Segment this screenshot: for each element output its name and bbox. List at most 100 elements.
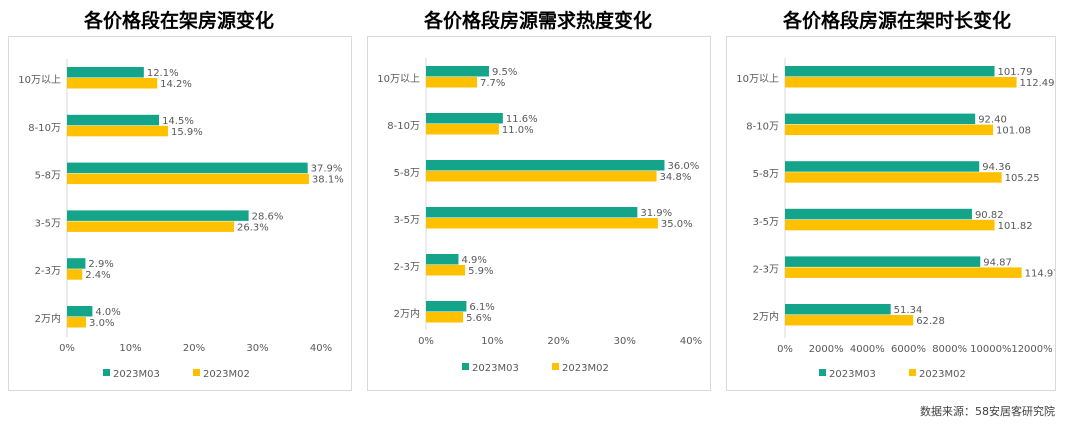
bar-2023m03 — [67, 162, 308, 174]
data-label: 14.2% — [160, 79, 192, 90]
bar-2023m03 — [785, 66, 995, 77]
legend-swatch-2023m03 — [462, 363, 469, 370]
x-tick-label: 8000% — [932, 344, 967, 355]
bar-2023m03 — [426, 301, 467, 312]
category-label: 2-3万 — [394, 262, 420, 273]
data-label: 7.7% — [480, 78, 505, 89]
data-label: 101.82 — [998, 221, 1033, 232]
data-label: 101.08 — [996, 126, 1031, 137]
x-tick-label: 2000% — [809, 344, 844, 355]
data-label: 14.5% — [162, 116, 194, 127]
x-tick-label: 10% — [119, 343, 141, 354]
category-label: 3-5万 — [394, 215, 420, 226]
data-label: 26.3% — [237, 222, 269, 233]
bar-2023m03 — [785, 113, 976, 125]
category-label: 8-10万 — [28, 123, 61, 134]
data-label: 4.0% — [95, 307, 120, 318]
data-label: 37.9% — [311, 164, 343, 175]
x-tick-label: 40% — [680, 336, 702, 347]
legend-swatch-2023m03 — [103, 369, 110, 376]
x-tick-label: 6000% — [891, 344, 926, 355]
category-label: 2万内 — [753, 310, 779, 323]
bar-2023m02 — [785, 124, 994, 136]
data-label: 6.1% — [469, 302, 494, 313]
data-label: 3.0% — [89, 318, 114, 329]
category-label: 3-5万 — [35, 218, 61, 229]
data-label: 31.9% — [640, 208, 672, 219]
data-label: 36.0% — [668, 161, 700, 172]
category-label: 10万以上 — [736, 73, 779, 85]
bar-2023m03 — [785, 256, 981, 267]
bar-2023m03 — [67, 306, 93, 317]
category-label: 10万以上 — [377, 73, 420, 85]
chart-svg-demand: 10万以上 9.5%7.7% 8-10万 11.6%11.0% 5-8万 36.0%34.… — [377, 58, 702, 374]
data-label: 15.9% — [171, 127, 203, 138]
legend-label-2023m02: 2023M02 — [203, 369, 250, 380]
bar-2023m03 — [785, 161, 980, 172]
bar-2023m03 — [426, 207, 638, 218]
bar-2023m02 — [785, 172, 1002, 183]
legend-label-2023m03: 2023M03 — [113, 369, 160, 380]
category-label: 5-8万 — [753, 169, 779, 180]
data-label: 35.0% — [661, 219, 693, 230]
bar-2023m02 — [426, 77, 478, 88]
data-label: 38.1% — [312, 175, 344, 186]
x-tick-label: 12000% — [1011, 344, 1052, 355]
data-label: 94.36 — [982, 162, 1011, 173]
legend-label-2023m03: 2023M03 — [472, 363, 519, 374]
data-label: 9.5% — [492, 67, 517, 78]
category-label: 2-3万 — [753, 264, 779, 275]
chart-title-listings: 各价格段在架房源变化 — [83, 10, 274, 32]
bar-2023m02 — [67, 173, 309, 185]
x-tick-label: 30% — [246, 343, 268, 354]
category-label: 5-8万 — [394, 168, 420, 179]
bar-2023m02 — [67, 221, 235, 232]
bar-2023m03 — [67, 258, 86, 269]
category-label: 2万内 — [35, 312, 61, 325]
legend-label-2023m02: 2023M02 — [919, 369, 966, 380]
data-label: 51.34 — [894, 305, 923, 316]
x-tick-label: 10% — [481, 336, 503, 347]
bar-2023m02 — [426, 265, 466, 276]
legend-swatch-2023m02 — [552, 363, 559, 370]
bar-2023m03 — [785, 208, 972, 220]
data-label: 90.82 — [975, 210, 1004, 221]
category-label: 8-10万 — [746, 122, 779, 133]
data-label: 11.6% — [506, 114, 538, 125]
chart-svg-listings: 10万以上12.1%14.2%8-10万14.5%15.9%5-8万37.9%3… — [18, 59, 344, 380]
data-label: 5.6% — [466, 313, 491, 324]
data-label: 11.0% — [502, 125, 534, 136]
bar-2023m02 — [785, 267, 1022, 278]
x-tick-label: 30% — [614, 336, 636, 347]
bar-2023m03 — [67, 114, 160, 126]
data-label: 28.6% — [252, 211, 284, 222]
category-label: 8-10万 — [387, 121, 420, 132]
data-label: 105.25 — [1005, 173, 1040, 184]
category-label: 3-5万 — [753, 217, 779, 228]
x-tick-label: 0% — [777, 344, 793, 355]
bar-2023m02 — [67, 269, 83, 280]
bar-2023m02 — [426, 171, 657, 182]
bar-2023m02 — [67, 125, 168, 137]
x-tick-label: 0% — [418, 336, 434, 347]
source-note: 数据来源：58安居客研究院 — [920, 405, 1055, 418]
data-label: 12.1% — [147, 68, 179, 79]
bar-2023m02 — [426, 312, 464, 323]
bar-2023m03 — [426, 160, 665, 171]
bar-2023m03 — [426, 113, 503, 124]
data-label: 2.4% — [85, 270, 110, 281]
chart-panel-listings: 10万以上 12.1% 14.2% 8-10万 14.5% 15.9% 5-8万 37.9% 3… — [8, 36, 352, 391]
data-label: 5.9% — [468, 266, 493, 277]
bar-2023m03 — [785, 304, 891, 315]
data-label: 34.8% — [660, 172, 692, 183]
bar-2023m03 — [67, 67, 144, 78]
data-label: 112.49 — [1020, 78, 1055, 89]
category-label: 2万内 — [394, 307, 420, 320]
chart-title-demand: 各价格段房源需求热度变化 — [423, 10, 652, 32]
bar-2023m02 — [785, 77, 1017, 88]
bar-2023m02 — [785, 315, 914, 326]
chart-panel-duration: 10万以上 101.79 112.49 8-10万 92.40 101.08 5-8万 94.… — [726, 36, 1056, 391]
x-tick-label: 40% — [310, 343, 332, 354]
bar-2023m02 — [426, 124, 499, 135]
